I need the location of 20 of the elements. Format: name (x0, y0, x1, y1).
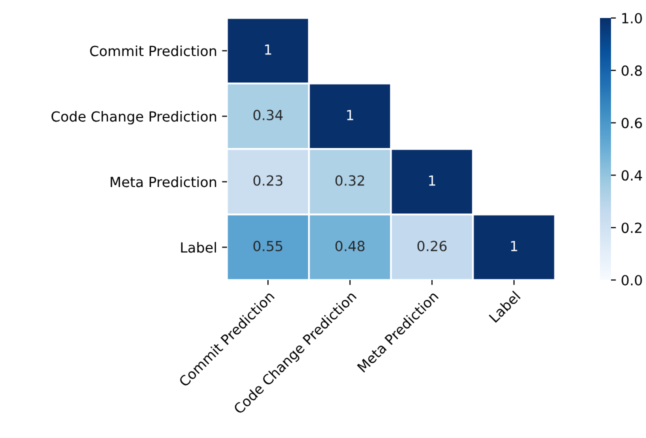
color-bar-label: 0.4 (622, 170, 642, 181)
data-label: 0.48 (335, 240, 365, 252)
data-label: 1 (347, 110, 354, 120)
data-label: 0.34 (253, 110, 283, 120)
data-label: 0.32 (335, 175, 364, 186)
color-bar-label: 0.8 (622, 65, 642, 76)
data-label: 1 (511, 240, 518, 252)
color-bar-label: 1.0 (622, 12, 642, 24)
data-label: 1 (265, 44, 272, 55)
color-bar-label: 0.6 (622, 118, 642, 128)
color-bar-label: 0.2 (622, 222, 642, 234)
data-label: 0.26 (417, 240, 447, 252)
data-label: 0.23 (253, 175, 282, 186)
y-tick-label: Commit Prediction (90, 45, 216, 56)
y-tick-label: Code Change Prediction (52, 110, 216, 124)
data-label: 1 (429, 175, 436, 186)
color-bar-label: 0.0 (622, 274, 642, 286)
y-tick-label: Label (181, 242, 216, 253)
y-tick-label: Meta Prediction (110, 176, 216, 188)
data-label: 0.55 (253, 240, 282, 252)
